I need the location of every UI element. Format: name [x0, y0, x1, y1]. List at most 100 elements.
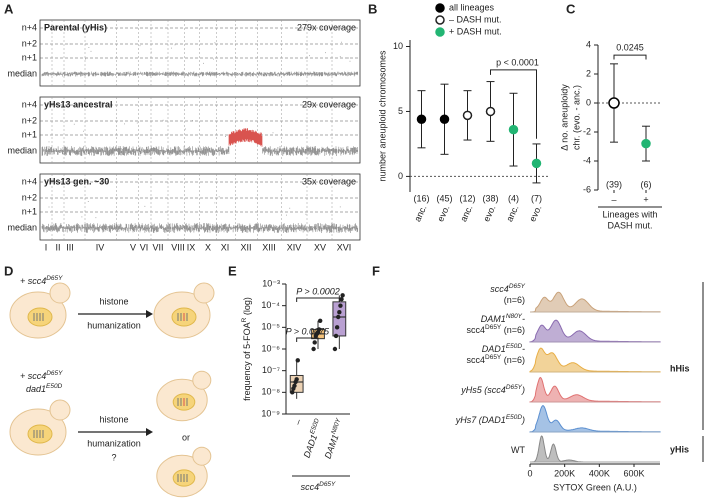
panel-label: C [566, 1, 576, 16]
panel-label: B [368, 1, 377, 16]
group-label: hHis [670, 363, 690, 373]
strain-label-part: E50D [46, 383, 63, 390]
point [311, 346, 316, 352]
n-label: (16) [413, 193, 429, 203]
level-label: n+2 [22, 192, 37, 202]
point [337, 309, 342, 315]
x-tick-label: evo. [481, 204, 497, 224]
level-label: n+2 [22, 115, 37, 125]
row-label-part: (n=6) [501, 355, 525, 365]
row-label-part: (n=6) [504, 295, 525, 305]
row-label-part: D65Y [506, 384, 523, 391]
strain-label: + scc4D65Y [20, 370, 63, 381]
cell-bud [49, 399, 71, 421]
point [439, 114, 450, 124]
group-label-part: scc4 [301, 482, 320, 492]
chromosome-label: V [130, 242, 136, 252]
strain-label-part: D65Y [46, 370, 63, 377]
group-label-part: D65Y [319, 481, 336, 488]
x-tick-label: 400K [589, 468, 610, 478]
track-frame [39, 96, 361, 164]
x-tick-label-part: DAM1 [323, 433, 341, 460]
annotation: P > 0.0075 [286, 326, 330, 336]
annotation: P > 0.0002 [296, 286, 339, 296]
point [294, 377, 299, 382]
row-label-part: scc4 [467, 355, 486, 365]
n-label: (7) [531, 193, 542, 203]
level-label: median [7, 68, 37, 78]
row-label: scc4D65Y (n=6) [467, 324, 525, 335]
strain-label-part: + scc4 [20, 276, 46, 286]
row-label: scc4D65Y [490, 283, 525, 294]
row-label-part: scc4 [467, 325, 486, 335]
x-tick-label-part: E50D [309, 417, 321, 435]
track-frame [39, 173, 361, 241]
point [608, 97, 620, 109]
significance-bracket [296, 337, 319, 342]
x-tick-label: evo. [435, 204, 451, 224]
row-label-part: - [522, 344, 525, 354]
legend-label: all lineages [449, 2, 495, 12]
row-label: yHs5 (scc4D65Y) [460, 384, 525, 395]
y-axis-label: chr. (evo. - anc.) [571, 85, 581, 150]
y-tick-label: 10⁻⁸ [261, 387, 280, 397]
arrow-head [146, 310, 153, 318]
level-label: n+1 [22, 129, 37, 139]
group-label: scc4D65Y [301, 481, 336, 492]
row-label-part: E50D [506, 414, 523, 421]
point [340, 293, 345, 298]
point [295, 358, 300, 363]
x-tick-label-part: – [292, 417, 304, 427]
point [508, 124, 519, 135]
chromosome-label: VIII [171, 242, 185, 252]
level-label: n+4 [22, 176, 37, 186]
histogram [529, 376, 661, 403]
histogram [530, 435, 660, 463]
y-tick-label: 2 [586, 68, 591, 78]
point [316, 327, 322, 332]
point [336, 314, 341, 320]
y-tick-label: -2 [583, 126, 591, 136]
track-title: yHs13 ancestral [44, 99, 113, 109]
chromosome-label: XVI [337, 242, 352, 252]
strain-label-part: D65Y [46, 275, 63, 282]
point [332, 346, 338, 352]
coverage-trace [41, 196, 358, 233]
cell-bud [192, 370, 212, 390]
x-tick-label: – [611, 194, 616, 204]
point [290, 390, 295, 395]
chromosome-label: XI [221, 242, 230, 252]
strain-label: + scc4D65Y [20, 275, 63, 286]
track-title: Parental (yHis) [44, 22, 107, 32]
row-label-part: ) [521, 415, 525, 425]
n-label: (45) [436, 193, 452, 203]
legend-marker [435, 27, 445, 37]
significance-bracket [613, 54, 647, 60]
row-label-part: DAD1 [482, 344, 506, 354]
level-label: n+1 [22, 206, 37, 216]
x-tick-label: DAD1E50D [301, 417, 325, 459]
cell-bud [193, 282, 215, 304]
arrow-label: humanization [87, 438, 141, 448]
x-tick-label: evo. [527, 204, 543, 224]
legend-marker [435, 15, 445, 25]
n-label: (38) [482, 193, 498, 203]
n-label: (6) [641, 179, 652, 189]
x-tick-label: DAM1N80Y [322, 417, 347, 460]
row-label-part: D65Y [485, 354, 502, 361]
level-label: n+2 [22, 38, 37, 48]
arrow-label: humanization [87, 320, 141, 330]
row-label-part: D65Y [485, 324, 502, 331]
row-label-part: - [522, 314, 525, 324]
point [485, 106, 496, 117]
chromosome-label: VII [152, 242, 163, 252]
chromosome-label: III [66, 242, 74, 252]
x-tick-label: anc. [458, 204, 474, 224]
row-label: WT [511, 445, 525, 455]
n-label: (4) [508, 193, 519, 203]
cell-bud [49, 282, 71, 304]
chromosome-label: X [205, 242, 211, 252]
track-title: yHs13 gen. ~30 [44, 176, 109, 186]
legend-label: + DASH mut. [449, 26, 502, 36]
